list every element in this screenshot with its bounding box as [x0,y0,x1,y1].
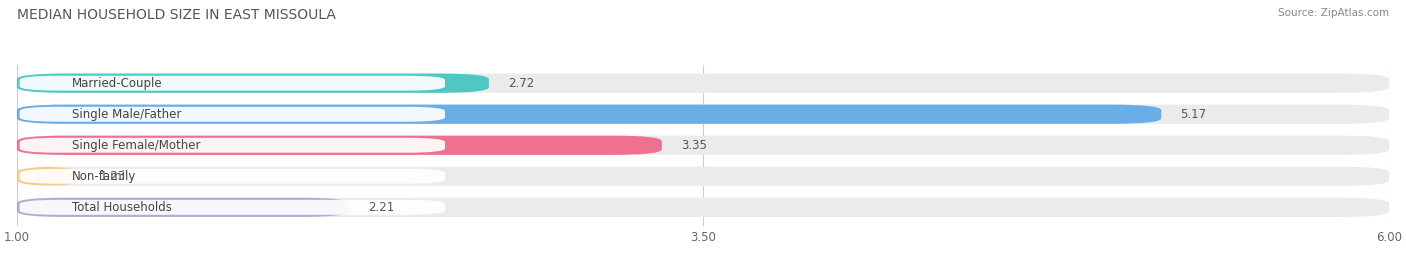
FancyBboxPatch shape [17,167,1389,186]
FancyBboxPatch shape [20,138,446,153]
FancyBboxPatch shape [17,73,489,93]
FancyBboxPatch shape [20,76,446,91]
FancyBboxPatch shape [17,167,80,186]
FancyBboxPatch shape [17,198,1389,217]
Text: 2.21: 2.21 [368,201,395,214]
Text: 5.17: 5.17 [1181,108,1206,121]
FancyBboxPatch shape [20,200,446,215]
Text: Married-Couple: Married-Couple [72,77,162,90]
FancyBboxPatch shape [17,105,1161,124]
FancyBboxPatch shape [17,198,349,217]
Text: Non-family: Non-family [72,170,136,183]
FancyBboxPatch shape [17,136,662,155]
FancyBboxPatch shape [20,169,446,184]
Text: Single Male/Father: Single Male/Father [72,108,181,121]
FancyBboxPatch shape [20,107,446,122]
FancyBboxPatch shape [17,136,1389,155]
FancyBboxPatch shape [17,105,1389,124]
Text: Total Households: Total Households [72,201,172,214]
FancyBboxPatch shape [17,73,1389,93]
Text: 2.72: 2.72 [508,77,534,90]
Text: 3.35: 3.35 [681,139,707,152]
Text: Single Female/Mother: Single Female/Mother [72,139,200,152]
Text: MEDIAN HOUSEHOLD SIZE IN EAST MISSOULA: MEDIAN HOUSEHOLD SIZE IN EAST MISSOULA [17,8,336,22]
Text: 1.23: 1.23 [100,170,125,183]
Text: Source: ZipAtlas.com: Source: ZipAtlas.com [1278,8,1389,18]
